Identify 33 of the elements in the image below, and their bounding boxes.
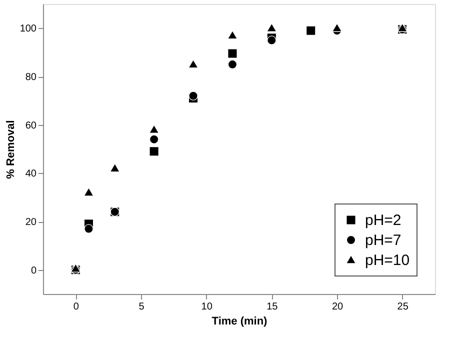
x-axis-title: Time (min) bbox=[212, 316, 268, 328]
x-tick-label: 5 bbox=[138, 302, 145, 312]
point bbox=[266, 23, 277, 32]
y-axis-title: % Removal bbox=[4, 120, 17, 179]
point bbox=[306, 26, 316, 36]
x-tick-label: 25 bbox=[397, 302, 409, 312]
y-tick-label: 20 bbox=[25, 217, 37, 228]
x-tick-label: 10 bbox=[201, 302, 213, 312]
y-tick-label: 60 bbox=[25, 120, 37, 132]
point bbox=[149, 146, 160, 156]
x-tick-label: 15 bbox=[266, 302, 278, 312]
x-tick-label: 0 bbox=[73, 302, 80, 312]
point bbox=[266, 36, 276, 45]
x-tick-label: 20 bbox=[332, 302, 344, 312]
point bbox=[149, 134, 159, 144]
point bbox=[332, 23, 342, 32]
legend-label: pH=7 bbox=[365, 232, 402, 249]
legend-label: pH=2 bbox=[365, 212, 402, 229]
legend-label: pH=10 bbox=[365, 252, 410, 269]
point bbox=[188, 59, 198, 68]
point bbox=[228, 48, 238, 58]
point bbox=[397, 23, 408, 32]
y-tick-label: 80 bbox=[25, 72, 37, 83]
y-tick-label: 40 bbox=[25, 168, 37, 180]
y-tick-label: 0 bbox=[30, 265, 37, 276]
point bbox=[84, 187, 94, 196]
point bbox=[228, 60, 238, 70]
y-tick-label: 100 bbox=[20, 24, 37, 35]
point bbox=[188, 91, 198, 101]
point bbox=[84, 224, 94, 234]
point bbox=[227, 30, 238, 40]
point bbox=[110, 163, 120, 172]
point bbox=[148, 124, 160, 134]
